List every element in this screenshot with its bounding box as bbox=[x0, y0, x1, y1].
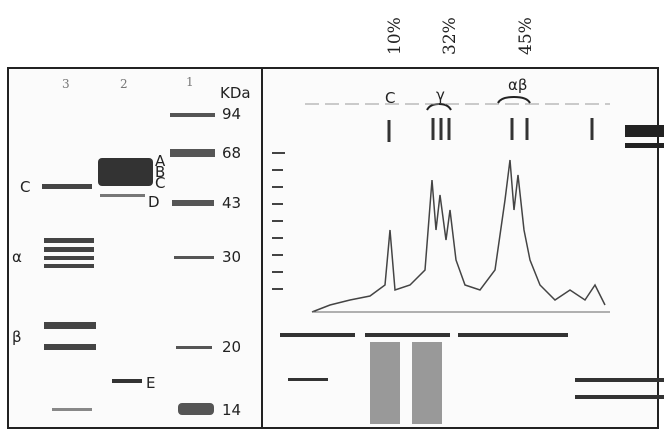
mark bbox=[458, 333, 568, 337]
peak-label: γ bbox=[436, 86, 445, 104]
band-label: α bbox=[12, 248, 22, 266]
mark bbox=[575, 395, 664, 399]
band bbox=[44, 238, 94, 243]
mark bbox=[288, 378, 328, 381]
band bbox=[100, 194, 145, 197]
band bbox=[44, 264, 94, 268]
lane-label: 2 bbox=[120, 77, 128, 91]
lane-label: 3 bbox=[62, 77, 70, 91]
percent-label: 45% bbox=[516, 17, 536, 55]
band bbox=[170, 113, 215, 117]
band bbox=[174, 256, 214, 259]
band bbox=[44, 322, 96, 329]
band-label: C bbox=[155, 174, 165, 192]
mark bbox=[370, 342, 400, 424]
peak-label: αβ bbox=[508, 76, 527, 94]
band bbox=[52, 408, 92, 411]
band bbox=[172, 200, 214, 206]
band bbox=[44, 256, 94, 260]
band bbox=[42, 184, 92, 189]
marker-label: 30 bbox=[222, 248, 241, 266]
band-label: β bbox=[12, 328, 22, 346]
percent-label: 32% bbox=[440, 17, 460, 55]
band bbox=[178, 403, 214, 415]
percent-label: 10% bbox=[385, 17, 405, 55]
band-label: D bbox=[148, 193, 160, 211]
band-label: C bbox=[20, 178, 30, 196]
side-band bbox=[625, 143, 664, 148]
marker-label: 68 bbox=[222, 144, 241, 162]
marker-label: 14 bbox=[222, 401, 241, 419]
band bbox=[44, 344, 96, 350]
band bbox=[44, 247, 94, 252]
mark bbox=[575, 378, 664, 382]
marker-label: 43 bbox=[222, 194, 241, 212]
band bbox=[98, 158, 153, 186]
figure: 10% 32% 45% 3 2 1 KDa 94 68 43 30 20 14 … bbox=[0, 0, 664, 431]
frame bbox=[8, 68, 658, 428]
side-band bbox=[625, 125, 664, 137]
lane-label: 1 bbox=[186, 75, 194, 89]
mark bbox=[280, 333, 355, 337]
band bbox=[176, 346, 212, 349]
band bbox=[112, 379, 142, 383]
marker-label: 94 bbox=[222, 105, 241, 123]
mark bbox=[365, 333, 450, 337]
marker-label: 20 bbox=[222, 338, 241, 356]
band bbox=[170, 149, 215, 157]
mark bbox=[412, 342, 442, 424]
band-label: E bbox=[146, 374, 155, 392]
unit-label: KDa bbox=[220, 84, 251, 102]
